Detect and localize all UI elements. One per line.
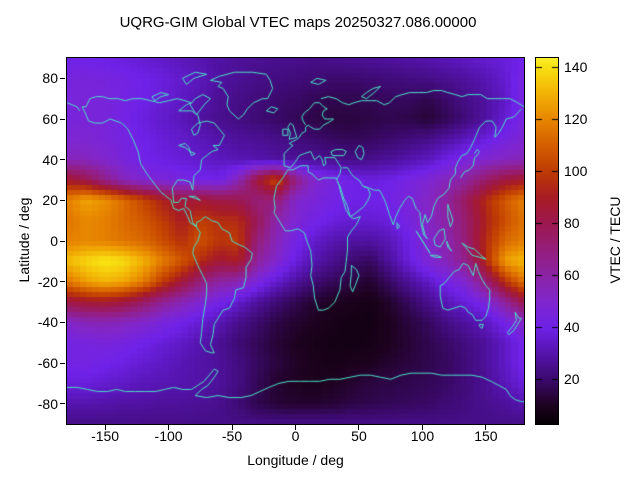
y-tick-mark	[60, 362, 65, 364]
x-tick-mark	[485, 425, 487, 430]
x-axis-label: Longitude / deg	[247, 452, 344, 468]
y-tick-label: 80	[42, 70, 58, 87]
x-tick-mark	[358, 425, 360, 430]
x-tick-label: 100	[410, 428, 435, 444]
y-tick-mark	[60, 199, 65, 201]
y-tick-mark	[60, 77, 65, 79]
colorbar-tick-label: 120	[564, 111, 588, 128]
y-tick-label: 60	[42, 111, 58, 127]
colorbar-tick-label: 20	[564, 371, 580, 388]
y-tick-label: -40	[37, 314, 58, 331]
colorbar-tick-label: 40	[564, 319, 580, 336]
x-tick-label: 0	[291, 428, 300, 444]
x-tick-label: 50	[351, 428, 367, 444]
colorbar-label: VTEC / TECU	[607, 196, 623, 284]
y-tick-mark	[60, 403, 65, 405]
y-tick-mark	[60, 159, 65, 161]
x-tick-mark	[295, 425, 296, 430]
x-tick-mark	[421, 425, 423, 430]
x-tick-label: -50	[221, 428, 243, 444]
chart-title: UQRG-GIM Global VTEC maps 20250327.086.0…	[119, 14, 477, 31]
y-tick-label: -60	[37, 355, 58, 371]
y-tick-label: 0	[50, 233, 58, 249]
colorbar-tick-label: 60	[564, 267, 580, 284]
y-tick-label: -80	[37, 395, 58, 412]
x-tick-label: -100	[154, 428, 183, 444]
colorbar-tick-label: 100	[564, 163, 588, 180]
y-tick-mark	[60, 240, 65, 242]
y-tick-label: -20	[37, 273, 58, 290]
y-tick-mark	[60, 118, 65, 120]
x-tick-mark	[104, 425, 106, 430]
y-tick-mark	[60, 321, 65, 323]
colorbar-tick-label: 140	[564, 59, 588, 76]
colorbar	[535, 57, 559, 425]
x-tick-label: 150	[474, 428, 498, 444]
vtec-heatmap-canvas	[66, 57, 525, 425]
y-tick-label: 40	[42, 151, 58, 168]
x-tick-label: -150	[91, 428, 120, 444]
x-tick-mark	[168, 425, 170, 430]
colorbar-tick-label: 80	[564, 215, 580, 232]
y-tick-mark	[60, 281, 65, 283]
y-tick-label: 20	[42, 192, 58, 209]
x-tick-mark	[231, 425, 233, 430]
